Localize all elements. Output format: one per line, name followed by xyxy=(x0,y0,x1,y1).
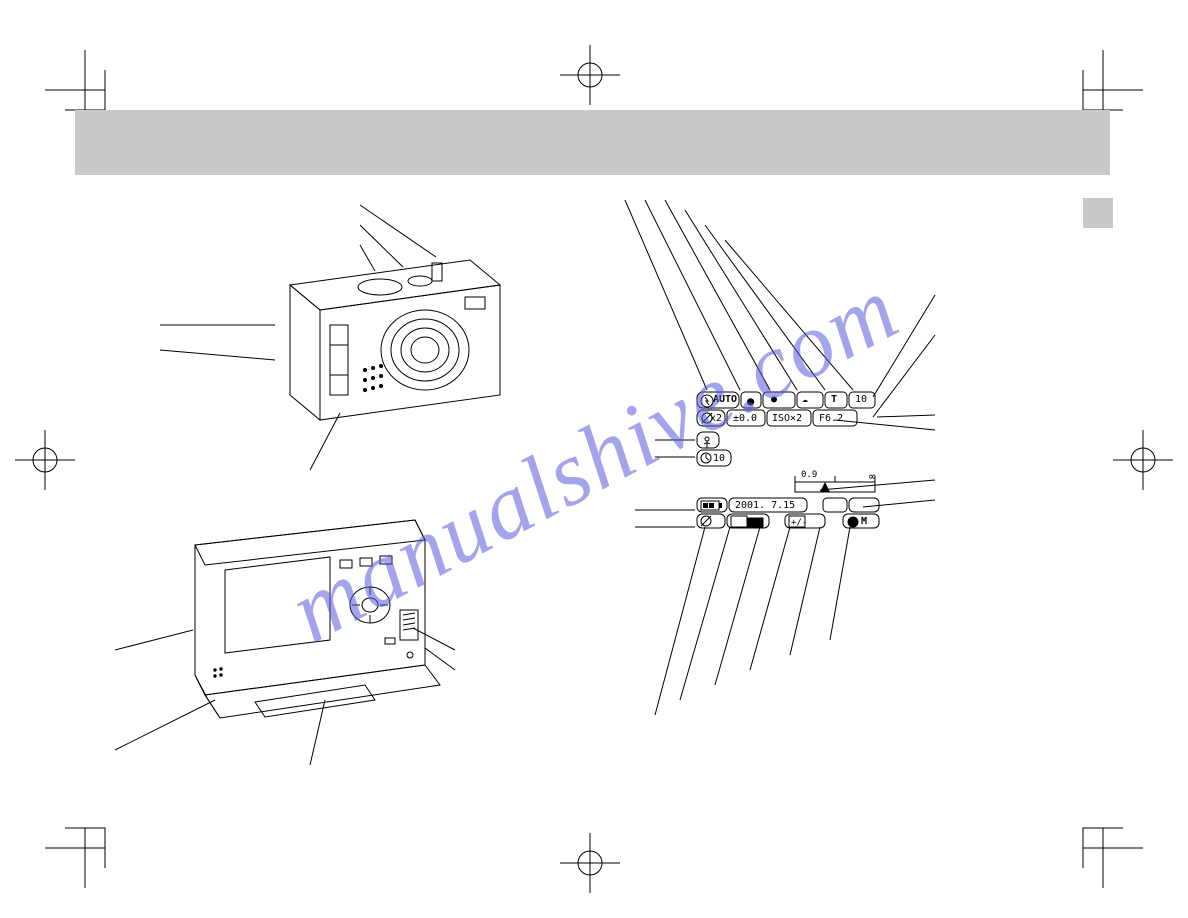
lcd-ev-icon: ● xyxy=(771,394,777,405)
crop-mark-bottom-right xyxy=(1053,808,1143,888)
crop-mark-top-center xyxy=(560,45,620,105)
title-bar xyxy=(75,110,1110,175)
crop-mark-bottom-left xyxy=(45,808,135,888)
lcd-timer: 10 xyxy=(713,453,725,464)
lcd-tele: T xyxy=(831,394,837,405)
lcd-zoom: x2 xyxy=(710,413,722,424)
lcd-display: +/- AUTO ● ● ☁ T 10 x2 ±0.0 ISO×2 F6.2 1… xyxy=(695,390,885,535)
svg-text:+/-: +/- xyxy=(791,518,807,528)
lcd-spot: ● xyxy=(747,394,754,408)
lcd-aperture: F6.2 xyxy=(819,413,843,424)
crop-mark-bottom-center xyxy=(560,833,620,893)
crop-mark-right-mid xyxy=(1113,430,1173,490)
lcd-count: 10 xyxy=(855,394,867,405)
lcd-memory: M xyxy=(861,516,867,527)
lcd-dist-far: ∞ xyxy=(869,470,876,483)
lcd-iso: ISO×2 xyxy=(772,413,802,424)
camera-back-diagram xyxy=(95,500,525,780)
lcd-wb: ☁ xyxy=(802,394,808,405)
crop-mark-left-mid xyxy=(15,430,75,490)
lcd-dist-near: 0.9 xyxy=(801,470,817,480)
camera-front-diagram xyxy=(110,195,540,485)
lcd-date: 2001. 7.15 xyxy=(735,500,795,511)
lcd-flash-mode: AUTO xyxy=(713,394,737,405)
lcd-ev: ±0.0 xyxy=(733,413,757,424)
